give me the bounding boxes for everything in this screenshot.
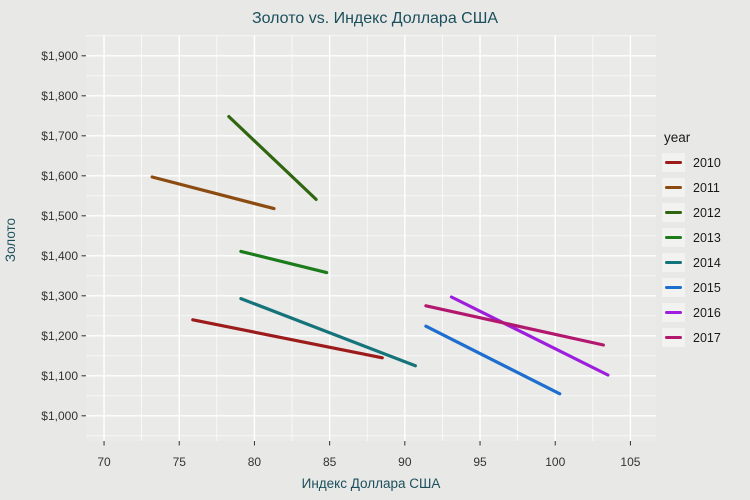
y-tick-label: $1,000 <box>41 409 78 423</box>
panel-background <box>86 35 656 441</box>
legend-items: 2010 2011 2012 2013 2014 2015 2016 2017 <box>662 153 748 347</box>
x-tick-label: 75 <box>173 455 187 469</box>
legend-item-2016: 2016 <box>662 303 748 322</box>
y-tick-label: $1,200 <box>41 329 78 343</box>
y-tick-label: $1,100 <box>41 369 78 383</box>
legend-key-2010 <box>662 153 685 172</box>
legend-key-line-icon <box>665 261 682 264</box>
trend-line-2013 <box>239 249 329 275</box>
legend-item-2015: 2015 <box>662 278 748 297</box>
legend-key-line-icon <box>665 311 682 314</box>
legend-item-label: 2013 <box>693 230 721 245</box>
y-tick-label: $1,300 <box>41 289 78 303</box>
x-tick-label: 70 <box>97 455 111 469</box>
legend-key-2016 <box>662 303 685 322</box>
y-axis-title: Золото <box>3 218 18 262</box>
legend-key-line-icon <box>665 336 682 339</box>
legend-item-2014: 2014 <box>662 253 748 272</box>
legend-item-label: 2016 <box>693 305 721 320</box>
trend-line-2010 <box>191 318 384 360</box>
trend-lines <box>150 114 610 396</box>
plot-panel <box>86 35 656 441</box>
legend-key-line-icon <box>665 211 682 214</box>
y-tick-label: $1,700 <box>41 129 78 143</box>
y-tick-label: $1,900 <box>41 49 78 63</box>
legend-item-2017: 2017 <box>662 328 748 347</box>
y-tick-label: $1,800 <box>41 89 78 103</box>
legend-key-line-icon <box>665 286 682 289</box>
legend-key-line-icon <box>665 161 682 164</box>
x-tick-label: 105 <box>620 455 640 469</box>
chart-title: Золото vs. Индекс Доллара США <box>252 10 498 27</box>
x-tick-label: 95 <box>473 455 487 469</box>
trend-line-2014 <box>239 297 417 368</box>
legend-item-label: 2011 <box>693 180 720 195</box>
legend-key-2014 <box>662 253 685 272</box>
x-tick-label: 80 <box>248 455 262 469</box>
y-tick-label: $1,400 <box>41 249 78 263</box>
legend-item-label: 2014 <box>693 255 721 270</box>
legend-key-2015 <box>662 278 685 297</box>
trend-line-2011 <box>150 175 276 211</box>
legend-item-2010: 2010 <box>662 153 748 172</box>
legend-key-2017 <box>662 328 685 347</box>
trend-line-2015 <box>424 324 562 396</box>
legend: year 2010 2011 2012 2013 2014 2015 2016 2017 <box>662 130 748 353</box>
legend-title: year <box>664 130 691 145</box>
legend-key-2012 <box>662 203 685 222</box>
legend-key-2011 <box>662 178 685 197</box>
legend-item-label: 2012 <box>693 205 721 220</box>
x-tick-label: 85 <box>323 455 337 469</box>
legend-item-label: 2015 <box>693 280 721 295</box>
legend-key-line-icon <box>665 236 682 239</box>
axes: 70 75 80 85 90 95 100 105 $1,000 $1,100 $1,200 $1,3… <box>41 49 640 469</box>
y-tick-label: $1,500 <box>41 209 78 223</box>
legend-key-2013 <box>662 228 685 247</box>
legend-item-2011: 2011 <box>662 178 748 197</box>
trend-line-2016 <box>449 295 610 377</box>
legend-item-label: 2017 <box>693 330 721 345</box>
x-tick-label: 100 <box>545 455 565 469</box>
legend-item-2013: 2013 <box>662 228 748 247</box>
x-tick-label: 90 <box>398 455 412 469</box>
legend-item-label: 2010 <box>693 155 721 170</box>
legend-key-line-icon <box>665 186 682 189</box>
y-tick-label: $1,600 <box>41 169 78 183</box>
x-axis-title: Индекс Доллара США <box>302 476 441 491</box>
legend-item-2012: 2012 <box>662 203 748 222</box>
trend-line-2012 <box>227 114 318 201</box>
trend-line-2017 <box>424 304 605 347</box>
